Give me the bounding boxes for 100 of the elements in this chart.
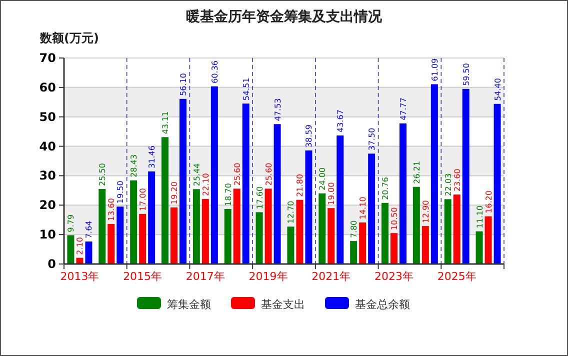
bar	[233, 188, 240, 264]
data-label: 54.40	[493, 78, 502, 101]
y-tick-label: 10	[39, 228, 56, 242]
bar	[192, 189, 200, 264]
data-label: 43.11	[161, 111, 170, 134]
x-tick-label: 2023年	[374, 270, 414, 283]
bar	[98, 188, 106, 264]
bar	[224, 208, 232, 264]
bar	[67, 235, 74, 264]
legend-label: 基金支出	[261, 298, 305, 311]
legend-label: 基金总余额	[355, 298, 410, 311]
bar	[412, 186, 420, 264]
data-label: 26.21	[412, 160, 422, 184]
data-label: 19.50	[116, 180, 126, 204]
data-label: 19.00	[327, 182, 336, 206]
y-tick-label: 60	[39, 80, 56, 94]
bar	[400, 123, 406, 264]
data-label: 9.79	[66, 214, 76, 232]
x-tick-label: 2025年	[437, 270, 476, 283]
data-label: 25.60	[232, 162, 242, 186]
bar	[350, 241, 358, 264]
data-label: 25.44	[192, 163, 202, 186]
data-label: 47.53	[273, 98, 282, 122]
bar	[462, 88, 470, 264]
data-label: 20.76	[381, 177, 390, 200]
bar	[256, 212, 263, 264]
data-label: 12.70	[286, 200, 296, 224]
x-tick-label: 2013年	[60, 270, 100, 283]
x-tick-label: 2021年	[312, 270, 351, 283]
bar	[274, 124, 281, 264]
y-tick-label: 20	[39, 198, 56, 212]
bar	[162, 137, 168, 264]
bar	[210, 86, 218, 264]
data-label: 12.90	[421, 200, 430, 224]
bar	[359, 222, 366, 264]
data-label: 18.70	[224, 183, 233, 206]
bar	[476, 231, 483, 264]
data-label: 43.67	[336, 110, 346, 132]
x-tick-label: 2015年	[123, 270, 162, 283]
data-label: 23.60	[452, 168, 462, 192]
bar	[430, 84, 438, 264]
bar	[202, 198, 209, 264]
bar	[453, 194, 460, 264]
legend-label: 筹集金额	[167, 298, 211, 311]
data-label: 61.09	[430, 58, 440, 82]
data-label: 7.80	[350, 220, 359, 238]
bar	[180, 98, 186, 264]
data-label: 21.80	[296, 174, 305, 197]
data-label: 16.20	[484, 190, 494, 214]
bar	[287, 226, 294, 264]
data-label: 37.50	[368, 128, 377, 151]
bar	[296, 200, 304, 264]
data-label: 31.46	[148, 146, 157, 168]
bar	[318, 193, 326, 264]
bar	[390, 233, 398, 264]
data-label: 25.50	[98, 163, 108, 186]
data-label: 38.59	[304, 124, 314, 148]
y-tick-label: 50	[39, 110, 56, 124]
data-label: 47.77	[399, 98, 408, 120]
data-label: 13.60	[107, 198, 116, 221]
y-axis-title: 数额(万元)	[39, 31, 99, 45]
data-label: 54.51	[242, 78, 251, 101]
bar	[170, 207, 178, 264]
data-label: 28.43	[130, 154, 139, 178]
data-label: 22.10	[201, 173, 210, 196]
y-tick-label: 0	[48, 257, 56, 271]
bar	[139, 214, 146, 264]
bar	[422, 226, 429, 264]
bar	[116, 206, 124, 264]
data-label: 17.60	[255, 186, 264, 210]
bar	[148, 171, 156, 264]
bar	[242, 104, 250, 264]
bar	[264, 188, 272, 264]
data-label: 24.00	[318, 167, 328, 190]
bar	[484, 216, 492, 264]
y-tick-label: 70	[39, 51, 56, 65]
data-label: 10.50	[390, 207, 399, 230]
bar	[382, 202, 388, 264]
data-label: 14.10	[358, 196, 368, 220]
data-label: 22.03	[444, 173, 453, 196]
y-tick-label: 40	[39, 139, 56, 154]
data-label: 19.20	[170, 182, 179, 204]
bar	[305, 150, 312, 264]
x-tick-label: 2019年	[248, 270, 288, 283]
bar	[336, 135, 344, 264]
bar	[108, 224, 115, 264]
bar	[368, 154, 376, 264]
bar	[85, 242, 92, 264]
data-label: 56.10	[179, 73, 188, 96]
data-label: 11.10	[475, 205, 484, 228]
data-label: 17.00	[138, 188, 148, 211]
x-tick-label: 2017年	[186, 270, 225, 283]
data-label: 2.10	[76, 237, 85, 255]
data-label: 60.36	[210, 60, 220, 84]
chart-title: 暖基金历年资金筹集及支出情况	[186, 8, 383, 25]
bar	[494, 104, 501, 264]
data-label: 7.64	[84, 220, 94, 239]
data-label: 59.50	[462, 62, 471, 86]
bar	[444, 199, 452, 264]
bar	[130, 180, 138, 264]
